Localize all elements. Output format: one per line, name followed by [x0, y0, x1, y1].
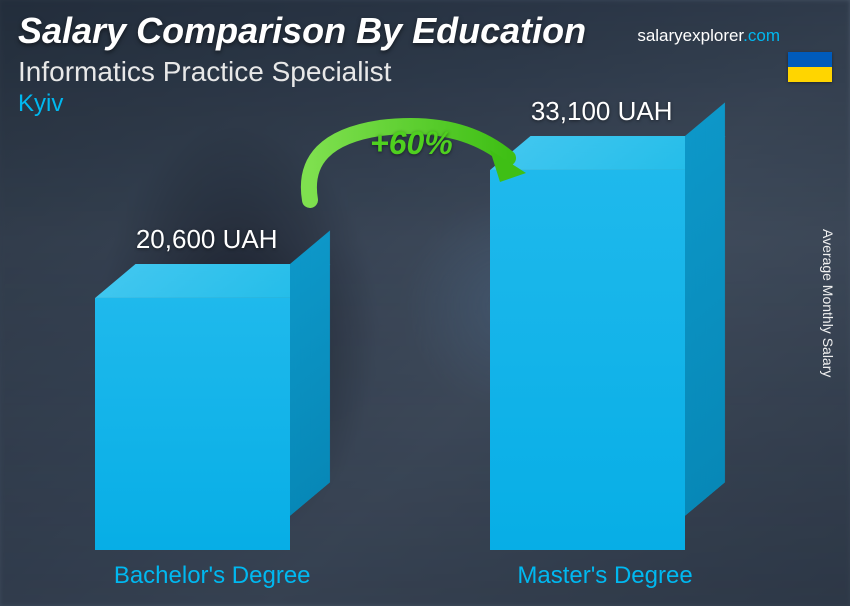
bar-value: 20,600 UAH — [136, 224, 278, 255]
bar-front-face — [95, 298, 290, 550]
percent-increase: +60% — [370, 125, 453, 162]
bar-masters: 33,100 UAH Master's Degree — [490, 170, 685, 550]
bar-front-face — [490, 170, 685, 550]
bar-label: Master's Degree — [517, 562, 692, 590]
brand-name: salaryexplorer — [637, 26, 743, 45]
brand-tld: .com — [743, 26, 780, 45]
job-title: Informatics Practice Specialist — [18, 56, 832, 88]
bar-chart: 20,600 UAH Bachelor's Degree 33,100 UAH … — [0, 140, 850, 606]
bar-side-face — [685, 102, 725, 516]
bar-bachelors: 20,600 UAH Bachelor's Degree — [95, 298, 290, 550]
bar-value: 33,100 UAH — [531, 96, 673, 127]
brand: salaryexplorer.com — [637, 26, 780, 46]
bar-label: Bachelor's Degree — [114, 562, 311, 590]
bar-side-face — [290, 230, 330, 516]
